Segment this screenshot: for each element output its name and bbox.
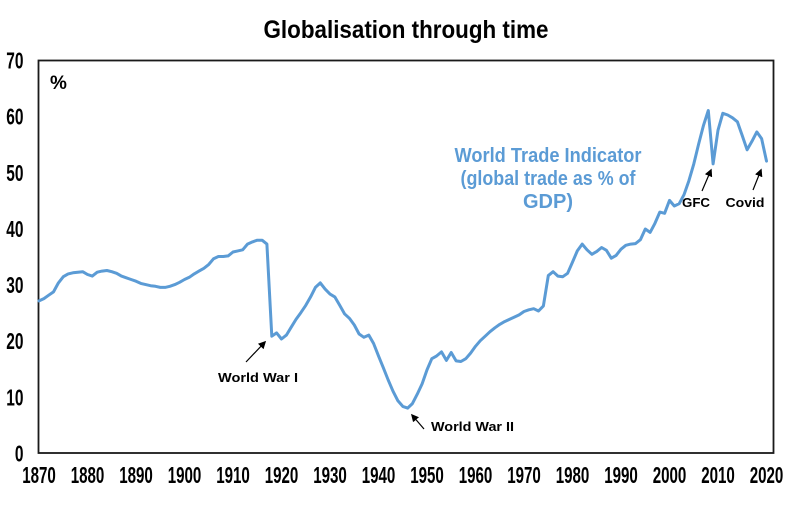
x-axis-labels: 1870 1880 1890 1900 1910 1920 1930 1940 1950 1960… <box>22 462 783 488</box>
x-tick-label: 2020 <box>750 462 784 488</box>
y-tick-label: 10 <box>6 384 23 410</box>
y-tick-label: 20 <box>6 328 23 354</box>
world-war-2-arrow <box>410 413 425 430</box>
x-tick-label: 1980 <box>556 462 590 488</box>
gfc-label: GFC <box>682 196 710 210</box>
annotation-world-war-1: World War I <box>218 340 298 385</box>
x-tick-label: 1930 <box>313 462 347 488</box>
chart-title: Globalisation through time <box>264 16 549 44</box>
covid-arrow <box>752 168 763 191</box>
legend-line-3: GDP) <box>523 191 573 213</box>
series-legend: World Trade Indicator (global trade as %… <box>455 145 642 213</box>
x-tick-label: 1920 <box>265 462 299 488</box>
x-tick-label: 1880 <box>71 462 105 488</box>
world-war-1-arrow <box>245 340 267 363</box>
y-tick-label: 60 <box>6 104 23 130</box>
world-trade-indicator-line <box>37 109 768 410</box>
x-tick-label: 1890 <box>119 462 153 488</box>
y-axis-labels: 0 10 20 30 40 50 60 70 <box>6 48 23 467</box>
y-tick-label: 0 <box>15 441 24 467</box>
y-tick-label: 50 <box>6 160 23 186</box>
legend-line-2: (global trade as % of <box>461 168 636 190</box>
x-tick-label: 1990 <box>604 462 638 488</box>
x-tick-label: 1960 <box>459 462 493 488</box>
x-tick-label: 2010 <box>701 462 735 488</box>
world-war-2-label: World War II <box>431 420 514 434</box>
y-tick-label: 40 <box>6 216 23 242</box>
plot-border <box>37 59 775 454</box>
x-tick-label: 1870 <box>22 462 56 488</box>
world-war-1-label: World War I <box>218 371 298 385</box>
legend-line-1: World Trade Indicator <box>455 145 642 167</box>
x-tick-label: 1900 <box>168 462 202 488</box>
gfc-arrow <box>701 168 713 192</box>
x-tick-label: 1950 <box>410 462 444 488</box>
x-tick-label: 1940 <box>362 462 396 488</box>
x-tick-label: 1970 <box>507 462 541 488</box>
annotation-gfc: GFC <box>682 168 713 210</box>
covid-label: Covid <box>726 196 765 210</box>
y-tick-label: 70 <box>6 48 23 74</box>
x-tick-label: 1910 <box>216 462 250 488</box>
annotation-covid: Covid <box>726 168 765 210</box>
y-axis-unit-label: % <box>50 73 67 94</box>
x-tick-label: 2000 <box>653 462 687 488</box>
y-tick-label: 30 <box>6 272 23 298</box>
annotation-world-war-2: World War II <box>410 413 514 434</box>
